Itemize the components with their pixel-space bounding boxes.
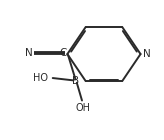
- Text: HO: HO: [33, 73, 48, 83]
- Text: N: N: [25, 48, 32, 58]
- Text: C: C: [59, 48, 67, 58]
- Text: B: B: [72, 76, 79, 86]
- Text: N: N: [144, 49, 151, 59]
- Text: OH: OH: [75, 103, 90, 113]
